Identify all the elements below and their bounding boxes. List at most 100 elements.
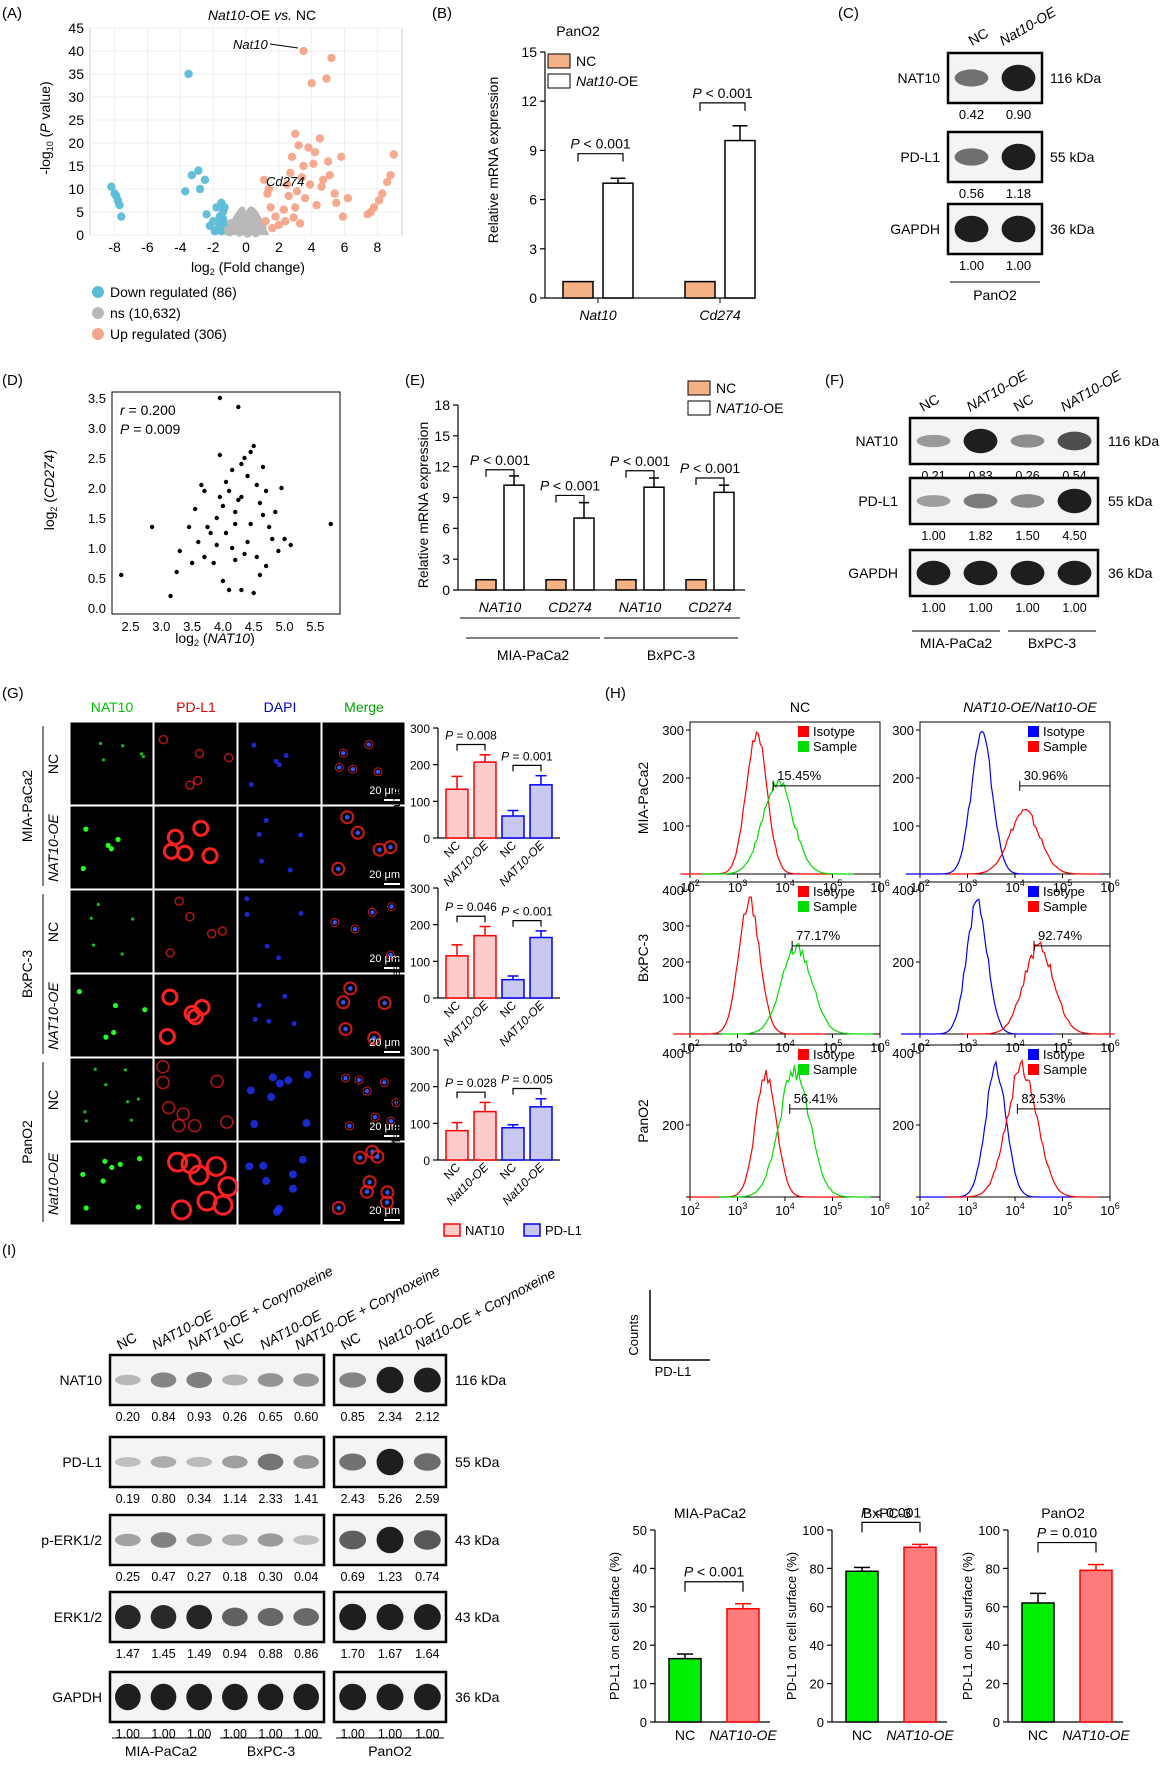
p-value-label: P = 0.008	[445, 729, 497, 743]
nat10-signal	[129, 1118, 134, 1122]
dapi-signal	[251, 742, 257, 748]
y-tick-label: 15	[434, 428, 450, 444]
merge-nucleus	[382, 1000, 387, 1006]
stat-p: P = 0.009	[120, 421, 181, 437]
dapi-signal	[250, 1120, 259, 1129]
scatter-point	[233, 557, 238, 563]
x-tick-exponent: 5	[837, 1201, 842, 1211]
panel-d-ylabel: log2 (CD274)	[41, 450, 59, 531]
y-tick-label: 20	[633, 1638, 647, 1653]
merge-signal	[387, 902, 397, 912]
scatter-point	[186, 524, 192, 530]
isotype-histogram	[905, 730, 1058, 875]
legend-swatch-sample	[798, 901, 809, 912]
group-label: MIA-PaCa2	[497, 647, 570, 663]
nat10-signal	[130, 917, 135, 921]
scatter-point	[257, 500, 263, 506]
scatter-point	[211, 560, 216, 566]
dapi-signal	[282, 993, 288, 999]
merge-nucleus	[347, 1123, 352, 1129]
bar-pdl1	[529, 936, 553, 999]
y-tick-label: 40	[810, 1638, 824, 1653]
pdl1-signal	[167, 1151, 189, 1173]
panel-d-xlabel: log2 (NAT10)	[175, 630, 254, 648]
blot-quant-value: 2.33	[258, 1492, 282, 1506]
blot-band	[376, 1526, 404, 1554]
x-tick-base: 10	[775, 880, 789, 895]
pdl1-signal	[156, 1075, 170, 1090]
scatter-point	[282, 536, 287, 542]
pdl1-signal	[158, 1027, 176, 1045]
volcano-point	[264, 184, 274, 194]
merge-signal	[391, 1098, 401, 1108]
blot-kda-label: 116 kDa	[1108, 433, 1159, 449]
blot-quant-value: 1.00	[921, 601, 945, 615]
x-tick-exponent: 6	[1115, 1038, 1120, 1048]
x-tick-base: 10	[823, 1203, 837, 1218]
nat10-signal	[91, 943, 96, 947]
bar-oe	[573, 517, 595, 591]
merge-signal	[367, 907, 377, 917]
significance-bracket	[512, 920, 542, 927]
y-tick-label: 0	[817, 1715, 824, 1730]
y-tick-label: 18	[434, 397, 450, 413]
micrograph	[237, 889, 322, 974]
dapi-signal	[291, 1021, 297, 1027]
bar-nat10	[473, 934, 497, 999]
legend-isotype: Isotype	[813, 884, 855, 899]
volcano-point	[337, 152, 346, 161]
y-tick-label: 200	[410, 1081, 430, 1095]
x-tick-base: 10	[910, 1040, 924, 1055]
x-tick-label: 106	[870, 1038, 889, 1055]
volcano-point	[332, 198, 341, 207]
x-tick-label: 105	[1053, 878, 1072, 895]
x-tick-exponent: 2	[925, 878, 930, 888]
gate-percent: 56.41%	[794, 1091, 839, 1106]
legend-up: Up regulated (306)	[110, 326, 227, 342]
p-value-label: P = 0.028	[445, 1076, 497, 1090]
y-tick-label: 300	[410, 1044, 430, 1058]
blot-group-label: BxPC-3	[1028, 635, 1076, 651]
merge-nucleus	[364, 1088, 370, 1094]
dapi-signal	[248, 781, 254, 787]
x-tick-exponent: 4	[1020, 1201, 1025, 1211]
sample-histogram	[948, 808, 1101, 875]
micrograph	[153, 721, 238, 806]
scatter-point	[192, 506, 198, 512]
volcano-point	[310, 148, 320, 157]
cell-line-label: PanO2	[635, 1099, 651, 1143]
y-tick-label: 0	[640, 1715, 647, 1730]
bar-nc	[685, 578, 707, 591]
blot-band	[293, 1455, 320, 1469]
blot-quant-value: 1.00	[415, 1727, 439, 1741]
blot-column-label: NC	[114, 1329, 139, 1353]
x-tick-label: 105	[823, 878, 842, 895]
blot-band	[1001, 215, 1036, 243]
scatter-point	[119, 572, 124, 578]
merge-nucleus	[357, 1155, 363, 1160]
volcano-point	[212, 203, 221, 212]
x-tick-exponent: 4	[1020, 1038, 1025, 1048]
blot-quant-value: 0.30	[258, 1570, 282, 1584]
y-axis-label: PD-L1 on cell surface (%)	[960, 1552, 975, 1700]
volcano-point	[194, 166, 203, 175]
volcano-point	[259, 175, 269, 184]
cell-line-label: BxPC-3	[635, 934, 651, 982]
y-axis-label: Mean gray value	[389, 898, 403, 987]
y-tick-label: 6	[529, 192, 537, 208]
blot-quant-value: 1.82	[968, 529, 992, 543]
volcano-point	[312, 200, 321, 210]
x-category-label: NC	[441, 998, 463, 1020]
legend-swatch-sample	[798, 1064, 809, 1075]
x-tick-exponent: 6	[1115, 878, 1120, 888]
volcano-point	[315, 134, 325, 143]
merge-signal	[362, 1175, 377, 1190]
bar-nc	[562, 280, 594, 299]
blot-band	[114, 1374, 141, 1386]
legend-swatch-sample	[1028, 901, 1039, 912]
p-value-label: P < 0.001	[684, 1564, 745, 1580]
blot-band	[257, 1607, 284, 1627]
legend-oe: NAT10-OE	[716, 400, 783, 416]
